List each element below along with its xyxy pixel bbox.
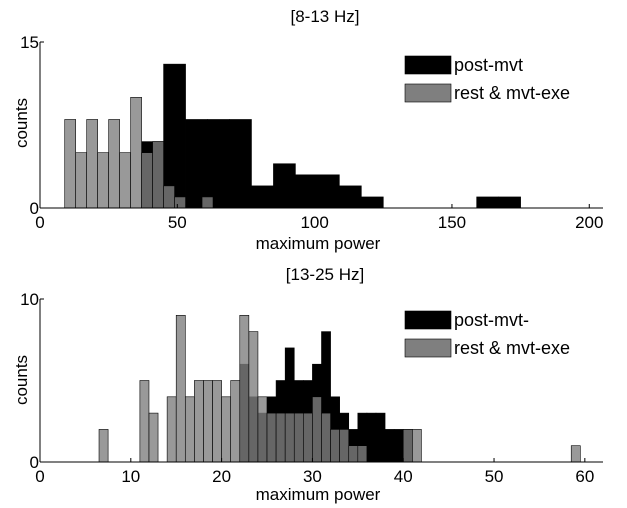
bar-rest-mvt-exe xyxy=(312,396,322,463)
bar-rest-mvt-exe xyxy=(303,412,313,463)
bar-rest-mvt-exe xyxy=(330,429,340,463)
legend-label: rest & mvt-exe xyxy=(454,338,570,358)
legend: post-mvt rest & mvt-exe xyxy=(404,55,570,103)
axes-group: 0 10 20 30 40 50 60 0 10 xyxy=(20,290,603,486)
bar-post-mvt xyxy=(384,429,395,463)
bar-post-mvt xyxy=(229,119,252,209)
x-tick-label: 150 xyxy=(438,213,466,232)
axes-group: 0 50 100 150 200 0 15 xyxy=(20,33,603,232)
legend-swatch xyxy=(404,55,452,75)
bar-post-mvt xyxy=(366,412,377,463)
bar-rest-mvt-exe xyxy=(86,119,98,209)
bar-rest-mvt-exe xyxy=(339,429,350,463)
chart-title: [13-25 Hz] xyxy=(286,265,364,284)
x-tick-label: 20 xyxy=(212,467,231,486)
x-tick-label: 200 xyxy=(575,213,603,232)
y-axis-label: counts xyxy=(12,355,31,405)
bar-rest-mvt-exe xyxy=(402,429,413,463)
bar-post-mvt xyxy=(339,185,362,209)
bar-rest-mvt-exe xyxy=(284,412,295,463)
bar-rest-mvt-exe xyxy=(75,152,87,209)
legend-label: post-mvt- xyxy=(454,310,529,330)
bar-post-mvt xyxy=(375,412,386,463)
x-tick-label: 30 xyxy=(303,467,322,486)
y-tick-label: 10 xyxy=(20,290,39,309)
bar-rest-mvt-exe xyxy=(201,196,214,209)
bar-rest-mvt-exe xyxy=(357,445,368,463)
legend: post-mvt-rest & mvt-exe xyxy=(404,310,570,358)
x-axis-label: maximum power xyxy=(256,485,381,504)
bar-rest-mvt-exe xyxy=(194,380,204,463)
bar-rest-mvt-exe xyxy=(163,185,175,209)
x-axis-label: maximum power xyxy=(256,234,381,253)
bar-rest-mvt-exe xyxy=(119,152,131,209)
bar-rest-mvt-exe xyxy=(221,396,231,463)
bar-rest-mvt-exe xyxy=(108,119,120,209)
bar-rest-mvt-exe xyxy=(230,380,241,463)
panel-beta-band: [13-25 Hz] counts maximum power 0 10 20 30 4… xyxy=(12,265,603,504)
bar-post-mvt xyxy=(207,119,230,209)
bars-group xyxy=(98,314,581,463)
bar-rest-mvt-exe xyxy=(248,331,259,463)
bar-rest-mvt-exe xyxy=(257,396,268,463)
bar-rest-mvt-exe xyxy=(139,380,150,463)
x-tick-label: 60 xyxy=(575,467,594,486)
x-tick-label: 50 xyxy=(485,467,504,486)
bars-group xyxy=(64,63,521,209)
bar-post-mvt xyxy=(185,119,208,209)
bar-rest-mvt-exe xyxy=(275,412,286,463)
bar-post-mvt xyxy=(393,429,404,463)
bar-rest-mvt-exe xyxy=(64,119,77,209)
x-tick-label: 100 xyxy=(300,213,328,232)
bar-rest-mvt-exe xyxy=(212,380,222,463)
legend-label: post-mvt xyxy=(454,55,523,75)
bar-post-mvt xyxy=(251,185,274,209)
chart-title: [8-13 Hz] xyxy=(291,7,360,26)
bar-rest-mvt-exe xyxy=(175,314,186,463)
legend-swatch xyxy=(404,310,452,330)
bar-rest-mvt-exe xyxy=(130,97,142,209)
y-axis-label: counts xyxy=(12,98,31,148)
bar-rest-mvt-exe xyxy=(97,152,109,209)
x-tick-label: 40 xyxy=(394,467,413,486)
legend-label: rest & mvt-exe xyxy=(454,83,570,103)
legend-swatch xyxy=(404,338,452,358)
y-tick-label: 0 xyxy=(30,199,39,218)
bar-rest-mvt-exe xyxy=(166,396,177,463)
bar-rest-mvt-exe xyxy=(184,396,195,463)
x-tick-label: 50 xyxy=(168,213,187,232)
legend-swatch xyxy=(404,83,452,103)
bar-post-mvt xyxy=(273,163,296,209)
x-tick-label: 0 xyxy=(35,213,44,232)
panel-alpha-band: [8-13 Hz] counts maximum power 0 50 100 150… xyxy=(12,7,603,253)
bar-rest-mvt-exe xyxy=(348,445,359,463)
bar-rest-mvt-exe xyxy=(266,412,277,463)
bar-rest-mvt-exe xyxy=(570,445,581,463)
y-tick-label: 15 xyxy=(20,33,39,52)
bar-post-mvt xyxy=(295,174,318,209)
x-tick-label: 10 xyxy=(121,467,140,486)
bar-rest-mvt-exe xyxy=(321,412,331,463)
bar-rest-mvt-exe xyxy=(174,196,186,209)
bar-rest-mvt-exe xyxy=(152,141,164,209)
bar-post-mvt xyxy=(498,196,521,209)
bar-rest-mvt-exe xyxy=(203,380,213,463)
y-tick-label: 0 xyxy=(30,453,39,472)
bar-rest-mvt-exe xyxy=(98,429,109,463)
bar-post-mvt xyxy=(317,174,340,209)
bar-rest-mvt-exe xyxy=(239,314,250,463)
x-tick-label: 0 xyxy=(35,467,44,486)
bar-post-mvt xyxy=(361,196,384,209)
bar-post-mvt xyxy=(476,196,499,209)
bar-rest-mvt-exe xyxy=(141,152,153,209)
bar-rest-mvt-exe xyxy=(293,412,304,463)
bar-rest-mvt-exe xyxy=(412,429,422,463)
bar-rest-mvt-exe xyxy=(148,412,159,463)
